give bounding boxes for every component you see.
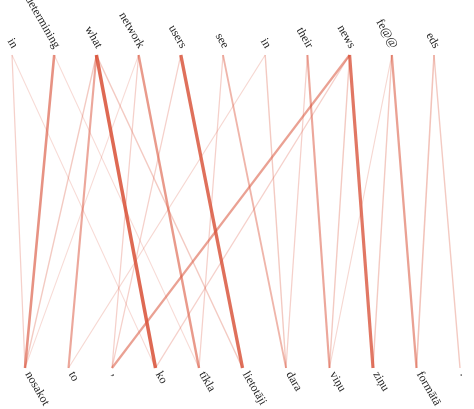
source-token: users xyxy=(166,22,191,51)
source-token: network xyxy=(116,9,148,50)
alignment-edge xyxy=(24,54,140,369)
target-token: viņu xyxy=(327,369,350,394)
alignment-edge xyxy=(264,54,287,369)
source-token: their xyxy=(294,24,317,50)
alignment-edge xyxy=(23,54,56,369)
source-token: see xyxy=(213,30,233,50)
alignment-edge xyxy=(111,54,351,369)
source-token: in xyxy=(258,35,275,50)
target-token: . xyxy=(457,369,471,379)
target-token: formātā xyxy=(414,369,445,409)
alignment-edge xyxy=(348,54,375,369)
alignment-edge xyxy=(94,54,158,369)
source-token: fe@@ xyxy=(373,16,401,50)
alignment-edge xyxy=(111,54,182,369)
target-token: , xyxy=(109,369,123,379)
alignment-edge xyxy=(390,54,418,369)
target-token: ko xyxy=(153,369,171,386)
alignment-edge xyxy=(328,54,393,369)
source-token: news xyxy=(335,22,360,51)
alignment-edge xyxy=(53,54,200,369)
edges xyxy=(11,54,461,369)
target-token: tīkla xyxy=(196,369,219,395)
alignment-edge xyxy=(154,54,351,369)
alignment-edge xyxy=(285,54,309,369)
alignment-edge xyxy=(222,54,287,369)
target-token: to xyxy=(66,369,83,384)
alignment-edge xyxy=(137,54,201,369)
source-token: what xyxy=(82,23,106,51)
alignment-edge xyxy=(433,54,461,369)
alignment-edge xyxy=(306,54,331,369)
target-token: dara xyxy=(283,369,306,394)
alignment-edge xyxy=(11,54,26,369)
alignment-edge xyxy=(328,54,351,369)
target-token: nosakot xyxy=(22,369,53,409)
source-token: determining xyxy=(23,0,64,51)
target-token: ziņu xyxy=(370,369,392,394)
alignment-edge xyxy=(68,54,266,369)
alignment-edge xyxy=(24,54,98,369)
alignment-edge xyxy=(67,54,98,369)
source-token: eds xyxy=(423,30,443,51)
alignment-edge xyxy=(198,54,224,369)
source-token: in xyxy=(5,35,22,50)
alignment-edge xyxy=(179,54,245,369)
alignment-edge xyxy=(372,54,393,369)
alignment-edge xyxy=(415,54,435,369)
target-token: lietotāji xyxy=(240,369,271,408)
alignment-edge xyxy=(111,54,140,369)
alignment-edge xyxy=(11,54,156,369)
